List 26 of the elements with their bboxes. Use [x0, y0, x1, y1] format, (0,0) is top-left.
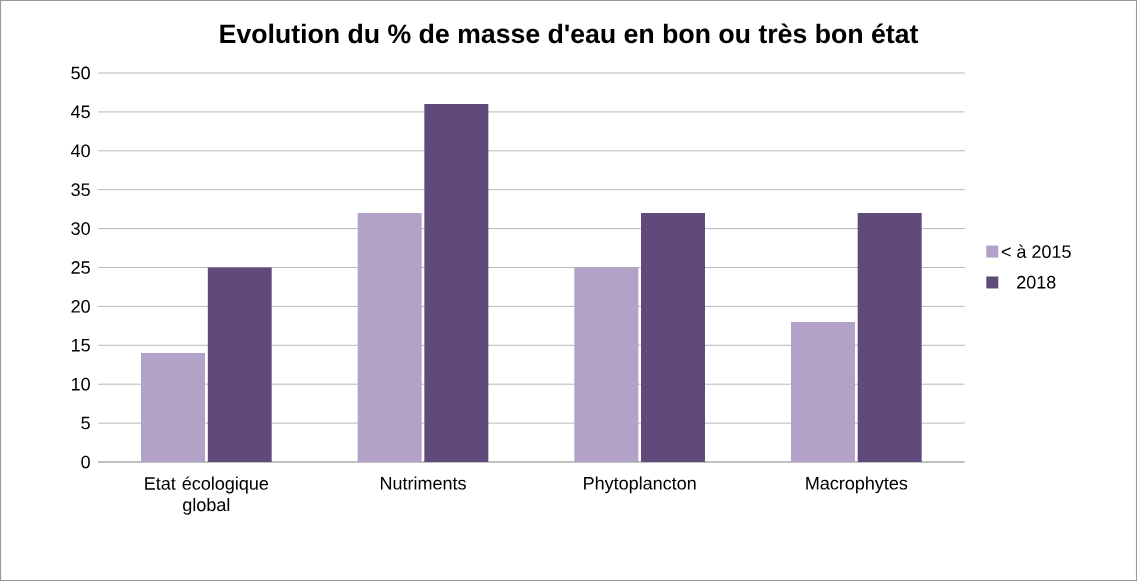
bar — [791, 321, 856, 462]
bar — [574, 267, 639, 462]
legend-label: < à 2015 — [1001, 244, 1071, 259]
x-tick-label: Etat écologique global — [145, 476, 269, 515]
bar — [141, 353, 205, 462]
bar — [424, 104, 489, 462]
y-tick-label: 20 — [71, 300, 90, 313]
y-tick-label: 40 — [71, 144, 90, 158]
chart-title: Evolution du % de masse d'eau en bon ou très bon état — [220, 23, 919, 44]
y-tick-label: 35 — [71, 183, 90, 197]
x-tick-label: Nutriments — [380, 476, 466, 490]
y-tick-label: 10 — [71, 377, 90, 391]
y-tick-label: 25 — [71, 261, 90, 274]
y-tick-label: 5 — [81, 416, 90, 430]
y-tick-label: 50 — [71, 66, 90, 80]
bar — [207, 267, 272, 462]
x-tick-label: Phytoplancton — [584, 476, 696, 494]
y-tick-label: 30 — [71, 222, 90, 235]
y-tick-label: 0 — [81, 455, 90, 469]
y-tick-label: 15 — [71, 339, 90, 352]
bar — [857, 213, 922, 462]
bar — [641, 213, 706, 462]
y-tick-label: 45 — [71, 105, 90, 119]
legend-label: 2018 — [1017, 275, 1056, 289]
bar — [357, 213, 422, 462]
x-tick-label: Macrophytes — [806, 476, 908, 494]
